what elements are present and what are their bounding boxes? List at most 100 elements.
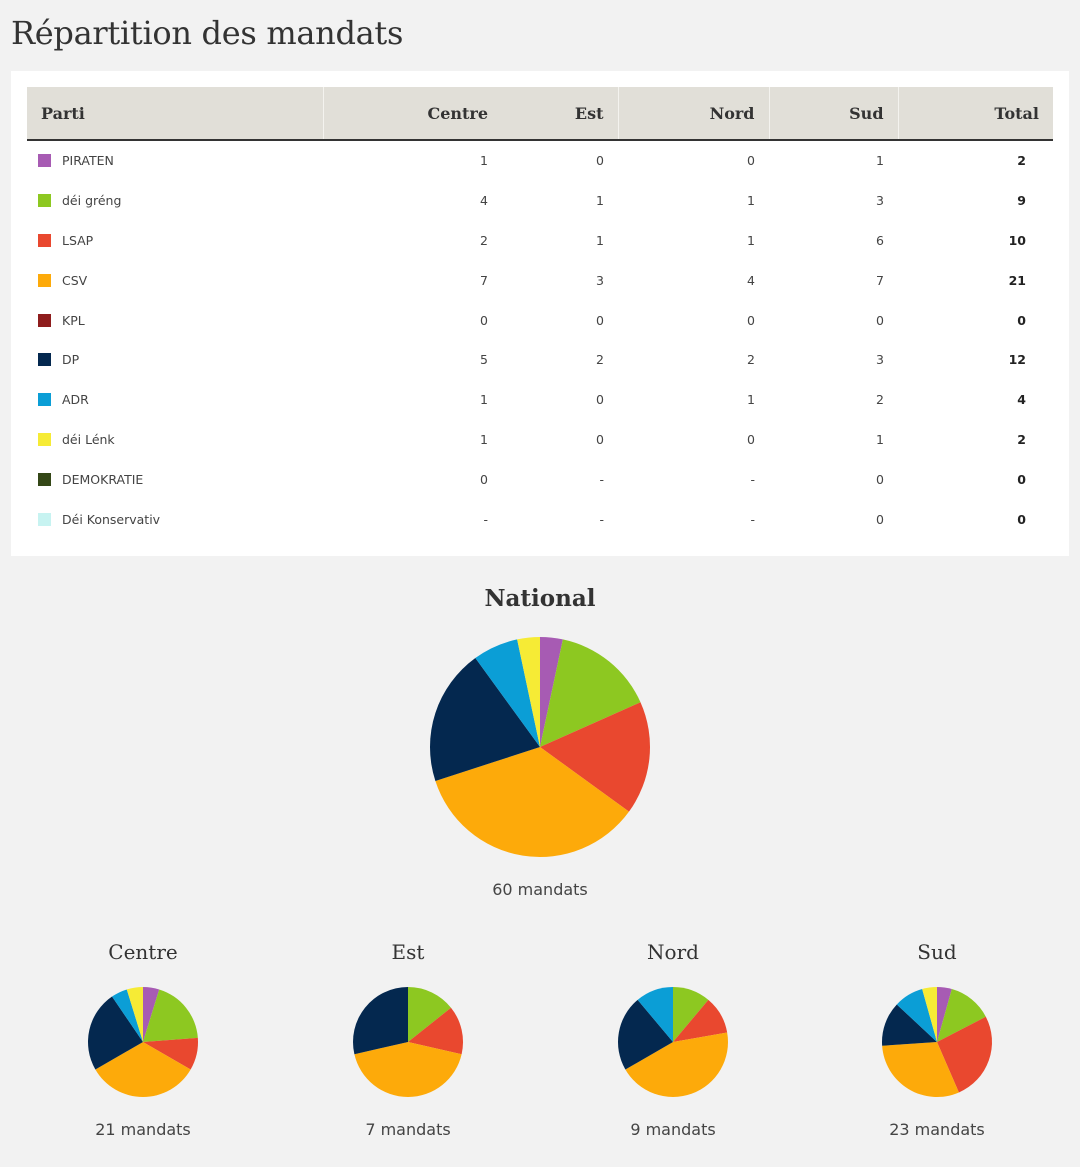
party-name: CSV: [62, 272, 88, 288]
pie-slice-d-i-gr-ng: [143, 989, 198, 1042]
party-cell: Déi Konservativ: [27, 499, 323, 539]
party-color-swatch: [38, 313, 51, 327]
pie-sud: [882, 987, 992, 1098]
pie-national: [429, 637, 650, 858]
party-color-swatch: [38, 194, 51, 208]
party-name: DEMOKRATIE: [62, 471, 144, 487]
seats-sud-cell: 1: [876, 153, 884, 169]
table-row: CSV 7 3 4 7 21: [27, 260, 1053, 300]
seats-nord-cell: 0: [747, 431, 755, 447]
pie-nord: [618, 987, 728, 1097]
seats-total-cell: 9: [1017, 193, 1026, 209]
seats-centre-cell: 0: [480, 312, 488, 328]
party-color-swatch: [38, 233, 51, 247]
header-sud: Sud: [768, 87, 898, 141]
table-row: KPL 0 0 0 0 0: [27, 300, 1053, 340]
seats-total-cell: 2: [1017, 431, 1026, 447]
seats-total-cell: 0: [1017, 511, 1026, 527]
party-color-swatch: [38, 472, 51, 486]
pie-slice-lsap: [673, 999, 728, 1042]
party-color-swatch: [38, 432, 51, 446]
table-header-row: Parti Centre Est Nord Sud Total: [27, 87, 1053, 141]
pie-slice-dp: [882, 1004, 937, 1046]
seats-centre-cell: 7: [480, 272, 488, 288]
header-total: Total: [897, 87, 1053, 141]
seats-centre-cell: 1: [480, 431, 488, 447]
table-row: Déi Konservativ - - - 0 0: [27, 499, 1053, 539]
pie-slice-lsap: [540, 702, 650, 812]
party-name: DP: [62, 352, 80, 368]
seats-est-cell: 2: [596, 352, 604, 368]
pie-slice-csv: [95, 1042, 191, 1097]
seats-sud-cell: 0: [876, 471, 884, 487]
pie-slice-adr: [637, 987, 673, 1042]
seats-nord-cell: 2: [747, 352, 755, 368]
seats-centre-cell: 1: [480, 153, 488, 169]
pie-slice-dp: [429, 658, 540, 781]
pie-slice-lsap: [937, 1016, 992, 1093]
seats-est-cell: 3: [596, 272, 604, 288]
seats-sud-cell: 6: [876, 232, 884, 248]
seats-centre-cell: 0: [480, 471, 488, 487]
pie-slice-dp: [353, 987, 408, 1055]
party-name: déi Lénk: [62, 431, 115, 447]
seats-nord-cell: 1: [747, 392, 755, 408]
party-cell: déi gréng: [27, 181, 323, 221]
seats-total-cell: 0: [1017, 312, 1026, 328]
chart-subtitle-est: 7 mandats: [365, 1120, 451, 1139]
pie-slice-adr: [475, 639, 540, 747]
table-row: déi Lénk 1 0 0 1 2: [27, 420, 1053, 460]
seats-total-cell: 4: [1017, 392, 1026, 408]
seats-est-cell: -: [599, 471, 604, 487]
seats-est-cell: 1: [596, 232, 604, 248]
pie-slice-piraten: [143, 987, 160, 1042]
seats-centre-cell: 2: [480, 232, 488, 248]
seats-sud-cell: 1: [876, 431, 884, 447]
pie-slice-piraten: [937, 987, 952, 1042]
header-est: Est: [502, 87, 618, 141]
seats-est-cell: 0: [596, 431, 604, 447]
seats-sud-cell: 3: [876, 193, 884, 209]
pie-slice-piraten: [540, 637, 563, 747]
party-color-swatch: [38, 154, 51, 168]
pie-slice-adr: [112, 989, 143, 1042]
party-color-swatch: [38, 512, 51, 526]
party-name: ADR: [62, 392, 89, 408]
seats-sud-cell: 3: [876, 352, 884, 368]
chart-title-national: National: [484, 585, 596, 612]
seats-nord-cell: 1: [747, 193, 755, 209]
pie-slice-dp: [88, 996, 143, 1070]
party-color-swatch: [38, 393, 51, 407]
pie-slice-csv: [354, 1042, 462, 1097]
table-row: DEMOKRATIE 0 - - 0 0: [27, 459, 1053, 499]
party-cell: déi Lénk: [27, 420, 323, 460]
chart-title-est: Est: [391, 940, 425, 964]
seats-total-cell: 2: [1017, 153, 1026, 169]
pie-slice-d-i-gr-ng: [540, 639, 641, 747]
pie-slice-adr: [896, 989, 937, 1042]
header-party: Parti: [27, 87, 323, 141]
pie-est: [353, 987, 463, 1097]
party-cell: ADR: [27, 380, 323, 420]
seats-total-cell: 21: [1008, 272, 1026, 288]
seats-nord-cell: 1: [747, 232, 755, 248]
chart-title-nord: Nord: [647, 940, 699, 964]
pie-slice-d-i-gr-ng: [673, 987, 709, 1042]
seats-table: Parti Centre Est Nord Sud Total PIRATEN 1…: [27, 87, 1053, 539]
seats-sud-cell: 2: [876, 392, 884, 408]
pie-slice-csv: [882, 1042, 959, 1098]
pie-centre: [88, 987, 199, 1097]
party-cell: DEMOKRATIE: [27, 459, 323, 499]
chart-subtitle-centre: 21 mandats: [95, 1120, 191, 1139]
party-color-swatch: [38, 273, 51, 287]
party-cell: PIRATEN: [27, 140, 323, 181]
party-cell: CSV: [27, 260, 323, 300]
seats-est-cell: 0: [596, 153, 604, 169]
chart-title-sud: Sud: [917, 940, 957, 964]
header-centre: Centre: [322, 87, 502, 141]
party-name: Déi Konservativ: [62, 511, 161, 527]
pie-slice-d-i-gr-ng: [937, 989, 986, 1042]
table-row: ADR 1 0 1 2 4: [27, 380, 1053, 420]
party-name: LSAP: [62, 232, 94, 248]
party-cell: DP: [27, 340, 323, 380]
